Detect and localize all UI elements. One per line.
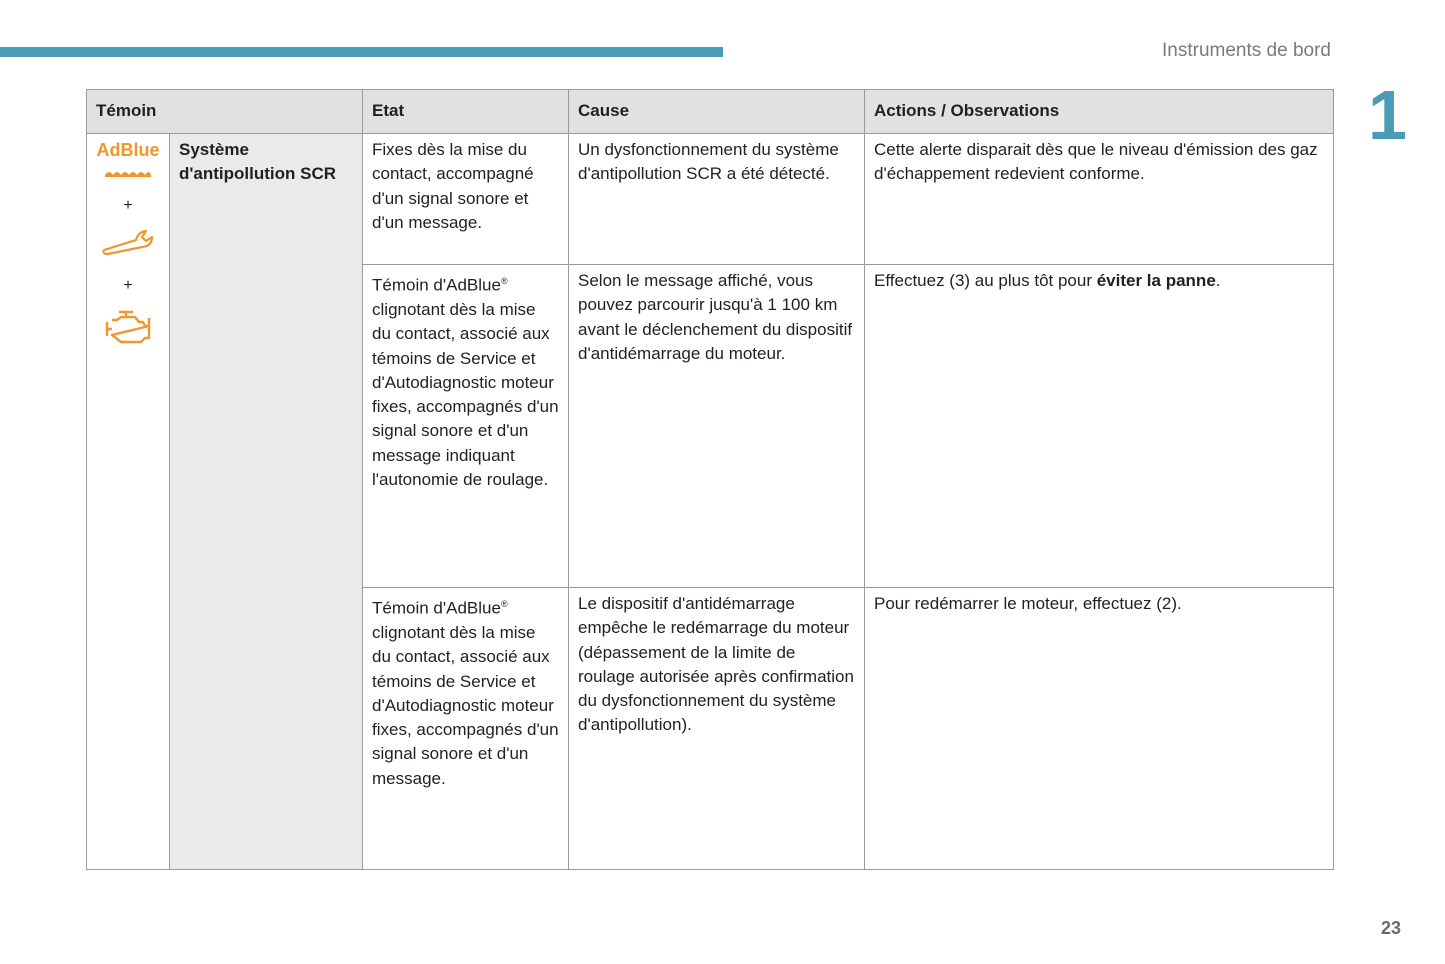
- section-title: Instruments de bord: [1162, 40, 1331, 61]
- header-actions: Actions / Observations: [864, 89, 1335, 134]
- warning-icons-cell: AdBlue + +: [86, 133, 170, 870]
- actions-cell: Effectuez (3) au plus tôt pour éviter la…: [864, 264, 1335, 588]
- cause-cell: Selon le message affiché, vous pouvez pa…: [568, 264, 866, 588]
- table-row: AdBlue + + Système d'antipollution SCR F…: [86, 133, 1335, 870]
- table-row: Témoin d'AdBlue® clignotant dès la mise …: [87, 587, 1335, 870]
- table-row: Témoin d'AdBlue® clignotant dès la mise …: [87, 264, 1335, 588]
- actions-cell: Cette alerte disparait dès que le niveau…: [864, 133, 1335, 265]
- plus-sign: +: [123, 276, 133, 294]
- warning-lights-table: Témoin Etat Cause Actions / Observations…: [85, 89, 1335, 870]
- table-header-row: Témoin Etat Cause Actions / Observations: [85, 89, 1335, 134]
- cause-cell: Un dysfonctionnement du système d'antipo…: [568, 133, 866, 265]
- etat-cell: Fixes dès la mise du contact, accompagné…: [362, 133, 570, 265]
- plus-sign: +: [123, 197, 133, 215]
- etat-cell: Témoin d'AdBlue® clignotant dès la mise …: [362, 587, 570, 870]
- etat-cell: Témoin d'AdBlue® clignotant dès la mise …: [362, 264, 570, 588]
- engine-diagnostic-icon: [105, 310, 151, 343]
- system-name: Système d'antipollution SCR: [168, 133, 364, 870]
- wrench-service-icon: [102, 230, 154, 256]
- header-cause: Cause: [568, 89, 866, 134]
- adblue-icon: AdBlue: [87, 140, 169, 184]
- actions-cell: Pour redémarrer le moteur, effectuez (2)…: [864, 587, 1335, 870]
- cause-cell: Le dispositif d'antidémarrage empêche le…: [568, 587, 866, 870]
- page-number: 23: [1381, 918, 1402, 938]
- header-etat: Etat: [362, 89, 570, 134]
- chapter-number: 1: [1368, 76, 1407, 154]
- header-accent-bar: [0, 47, 723, 57]
- header-temoin: Témoin: [85, 89, 364, 134]
